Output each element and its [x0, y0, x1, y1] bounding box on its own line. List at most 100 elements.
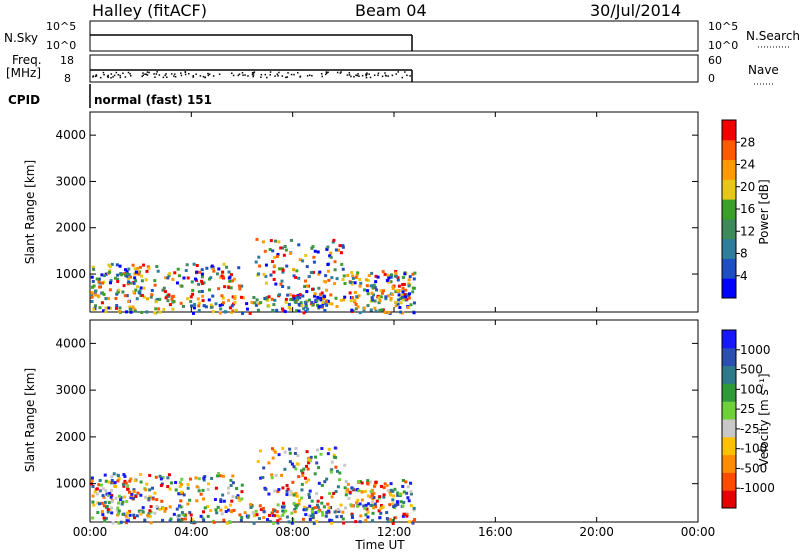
echo-cell [116, 273, 120, 277]
echo-cell [133, 267, 137, 271]
echo-cell [394, 271, 398, 275]
echo-cell [209, 303, 213, 307]
echo-cell [395, 500, 399, 504]
echo-cell [104, 489, 108, 493]
echo-cell [281, 446, 285, 450]
echo-cell [327, 506, 331, 510]
echo-cell [278, 267, 282, 271]
echo-cell [298, 296, 302, 300]
echo-cell [254, 260, 258, 264]
echo-cell [218, 303, 222, 307]
echo-cell [396, 288, 400, 292]
echo-cell [360, 490, 364, 494]
echo-cell [289, 489, 293, 493]
echo-cell [219, 498, 223, 502]
echo-cell [149, 521, 153, 525]
echo-cell [324, 274, 328, 278]
echo-cell [330, 460, 334, 464]
echo-cell [201, 299, 205, 303]
echo-cell [408, 275, 412, 279]
echo-cell [98, 502, 102, 506]
echo-cell [380, 308, 384, 312]
echo-cell [93, 490, 97, 494]
echo-cell [108, 288, 112, 292]
nave-dot [369, 76, 372, 79]
echo-cell [336, 248, 340, 252]
echo-cell [290, 462, 294, 466]
echo-cell [197, 489, 201, 493]
velocity-colorbar-label: Velocity [m s⁻¹] [757, 373, 771, 466]
echo-cell [319, 296, 323, 300]
echo-cell [200, 279, 204, 283]
colorbar-segment [722, 419, 736, 438]
echo-cell [249, 503, 253, 507]
nave-dot [207, 72, 209, 75]
echo-cell [229, 273, 233, 277]
echo-cell [150, 293, 154, 297]
echo-cell [311, 511, 315, 515]
echo-cell [132, 281, 136, 285]
echo-cell [389, 488, 393, 492]
echo-cell [240, 490, 244, 494]
echo-cell [220, 294, 224, 298]
echo-cell [282, 505, 286, 509]
echo-cell [364, 278, 368, 282]
x-tick-label: 20:00 [579, 525, 614, 539]
echo-cell [227, 298, 231, 302]
echo-cell [407, 296, 411, 300]
echo-cell [240, 497, 244, 501]
colorbar-tick-label: 12 [740, 224, 755, 238]
echo-cell [347, 496, 351, 500]
echo-cell [116, 506, 120, 510]
echo-cell [362, 288, 366, 292]
nave-dot [119, 74, 121, 77]
echo-cell [200, 272, 204, 276]
echo-cell [104, 516, 108, 520]
echo-cell [117, 477, 121, 481]
nave-dot [299, 76, 301, 78]
echo-cell [409, 490, 413, 494]
echo-cell [100, 291, 104, 295]
echo-cell [281, 268, 285, 272]
echo-cell [270, 297, 274, 301]
power-scatter [90, 237, 417, 315]
echo-cell [342, 521, 346, 525]
echo-cell [282, 309, 286, 313]
echo-cell [147, 496, 151, 500]
echo-cell [379, 511, 383, 515]
echo-cell [294, 275, 298, 279]
echo-cell [197, 309, 201, 313]
echo-cell [223, 285, 227, 289]
echo-cell [300, 482, 304, 486]
echo-cell [90, 295, 94, 299]
nsearch-label: N.Search [746, 29, 800, 43]
echo-cell [321, 300, 325, 304]
echo-cell [100, 501, 104, 505]
echo-cell [273, 450, 277, 454]
echo-cell [271, 249, 275, 253]
echo-cell [328, 491, 332, 495]
echo-cell [358, 502, 362, 506]
echo-cell [373, 306, 377, 310]
echo-cell [107, 270, 111, 274]
y-tick-label: 1000 [55, 267, 86, 281]
echo-cell [389, 493, 393, 497]
echo-cell [240, 483, 244, 487]
echo-cell [248, 311, 252, 315]
echo-cell [131, 305, 135, 309]
echo-cell [343, 486, 347, 490]
echo-cell [363, 489, 367, 493]
echo-cell [325, 288, 329, 292]
echo-cell [283, 245, 287, 249]
power-y-axis: 4000 3000 2000 1000 [55, 128, 698, 281]
echo-cell [145, 482, 149, 486]
echo-cell [315, 303, 319, 307]
echo-cell [126, 511, 130, 515]
echo-cell [391, 521, 395, 525]
nave-dot [184, 71, 187, 73]
echo-cell [237, 284, 241, 288]
echo-cell [366, 481, 370, 485]
echo-cell [295, 494, 299, 498]
echo-cell [128, 513, 132, 517]
echo-cell [133, 309, 137, 313]
